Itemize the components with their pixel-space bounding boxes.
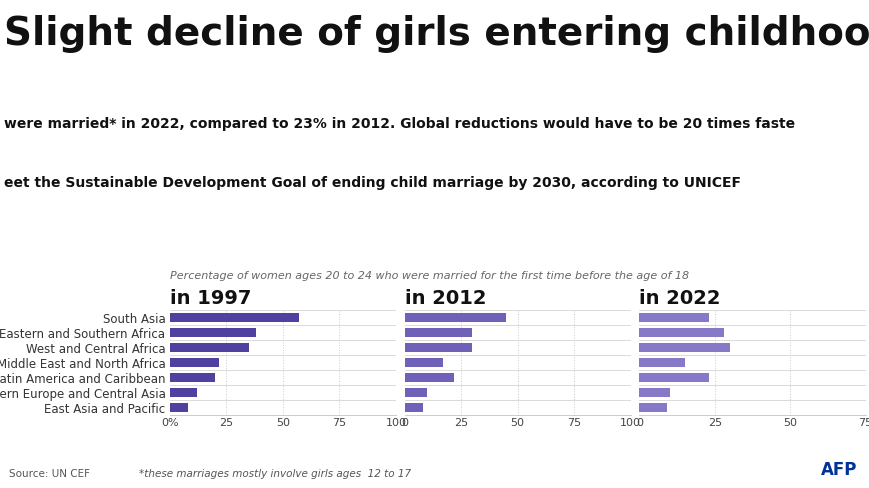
Text: Percentage of women ages 20 to 24 who were married for the first time before the: Percentage of women ages 20 to 24 who we…	[169, 271, 688, 281]
Text: AFP: AFP	[819, 460, 856, 478]
Bar	[639, 388, 669, 397]
Bar	[639, 313, 708, 322]
Bar	[169, 403, 188, 412]
Bar	[404, 373, 454, 382]
Bar	[169, 373, 215, 382]
Bar	[404, 358, 442, 367]
Bar	[404, 403, 422, 412]
Text: Source: UN CEF: Source: UN CEF	[9, 468, 90, 478]
Text: *these marriages mostly involve girls ages  12 to 17: *these marriages mostly involve girls ag…	[139, 468, 411, 478]
Text: eet the Sustainable Development Goal of ending child marriage by 2030, according: eet the Sustainable Development Goal of …	[4, 176, 740, 190]
Bar	[639, 328, 723, 337]
Text: in 2022: in 2022	[639, 288, 720, 307]
Bar	[404, 328, 472, 337]
Bar	[169, 358, 219, 367]
Bar	[639, 403, 666, 412]
Bar	[169, 328, 255, 337]
Bar	[169, 343, 249, 352]
Bar	[169, 313, 298, 322]
Text: were married* in 2022, compared to 23% in 2012. Global reductions would have to : were married* in 2022, compared to 23% i…	[4, 117, 794, 131]
Bar	[639, 373, 708, 382]
Bar	[169, 388, 196, 397]
Text: in 1997: in 1997	[169, 288, 251, 307]
Bar	[639, 358, 684, 367]
Bar	[404, 388, 427, 397]
Bar	[404, 313, 506, 322]
Bar	[404, 343, 472, 352]
Text: Slight decline of girls entering childhood marriage globall: Slight decline of girls entering childho…	[4, 15, 869, 53]
Bar	[639, 343, 729, 352]
Text: in 2012: in 2012	[404, 288, 486, 307]
